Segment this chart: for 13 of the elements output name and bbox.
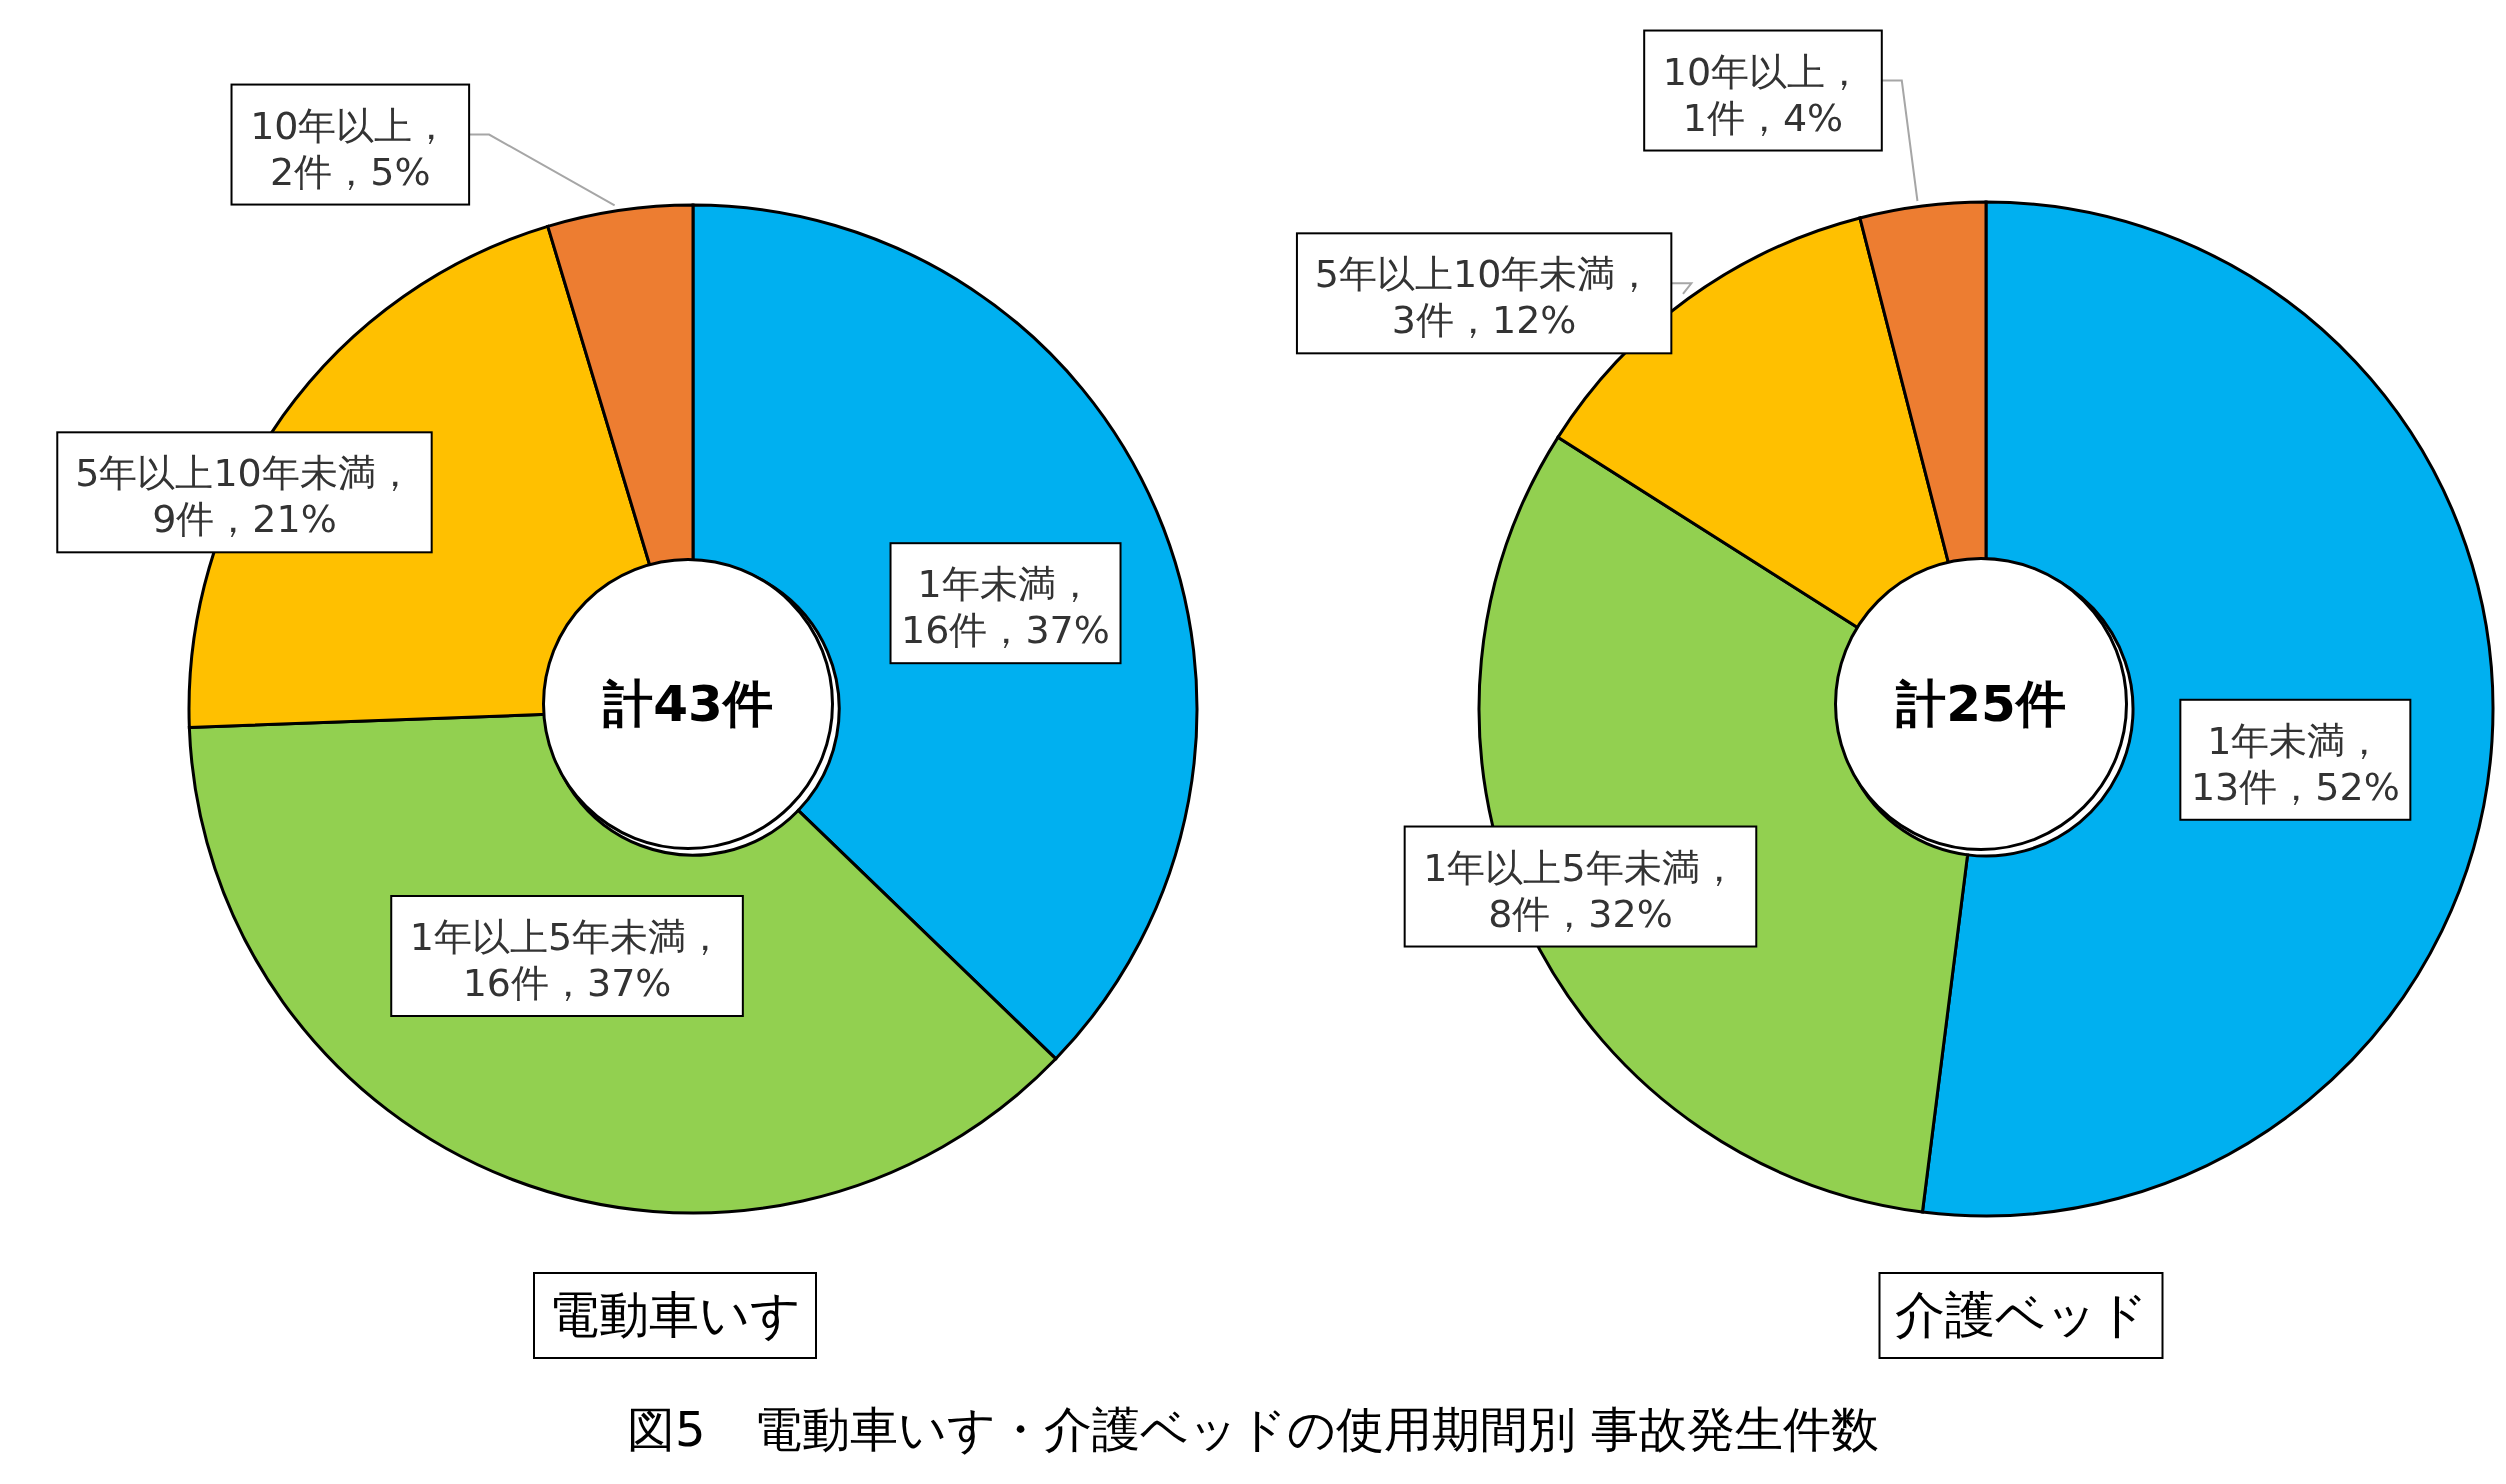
- slice-label: 5年以上10年未満，3件，12%: [1314, 252, 1654, 343]
- slice-label: 1年未満，13件，52%: [2190, 718, 2400, 809]
- slice-label: 1年以上5年未満，16件，37%: [409, 915, 725, 1005]
- text: 介護ベッド: [1878, 1272, 2164, 1359]
- slice-label: 5年以上10年未満，9件，21%: [75, 451, 414, 542]
- slice-label: 10年以上，2件，5%: [250, 103, 451, 194]
- text: 計25件: [1895, 674, 2067, 735]
- text: 計43件: [602, 674, 774, 735]
- slice-label: 1年未満，16件，37%: [901, 562, 1110, 653]
- text: 電動車いす: [533, 1272, 817, 1359]
- caption: 図5 電動車いす・介護ベッドの使用期間別 事故発生件数: [626, 1400, 1880, 1459]
- slice-label: 1年以上5年未満，8件，32%: [1423, 845, 1738, 936]
- slice-label: 10年以上，1件，4%: [1662, 49, 1864, 140]
